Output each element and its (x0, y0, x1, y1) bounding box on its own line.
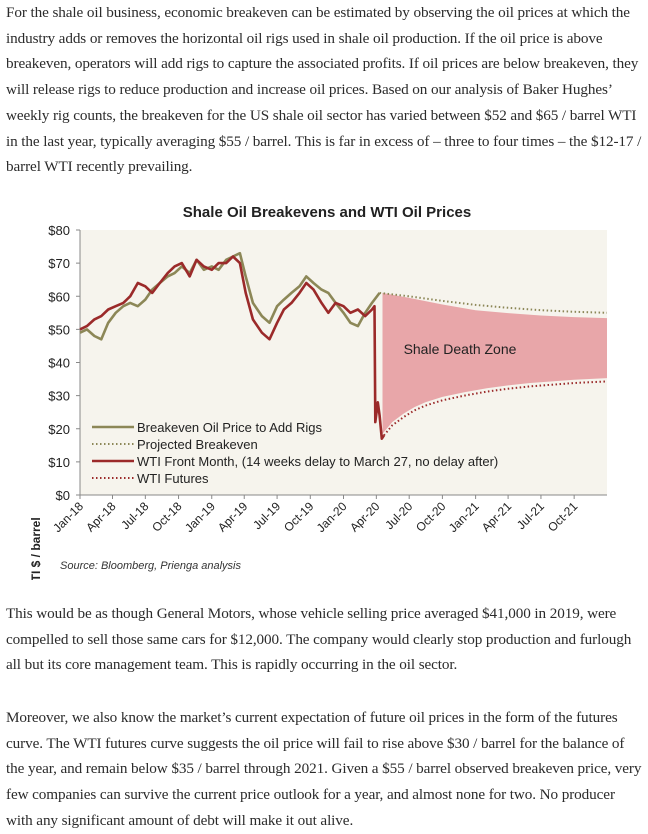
x-tick-label: Apr-18 (83, 499, 119, 535)
x-tick-label: Jul-20 (382, 499, 415, 532)
legend-label-3: WTI Front Month, (14 weeks delay to Marc… (137, 454, 498, 469)
x-tick-label: Jul-19 (250, 499, 283, 532)
y-tick-label: $20 (48, 422, 70, 437)
x-tick-label: Oct-21 (545, 499, 581, 535)
x-tick-label: Jan-21 (446, 499, 482, 535)
chart-title: Shale Oil Breakevens and WTI Oil Prices (183, 204, 471, 221)
y-tick-label: $50 (48, 322, 70, 337)
x-tick-label: Apr-20 (347, 499, 383, 535)
series-line-4 (383, 380, 608, 437)
y-tick-label: $70 (48, 256, 70, 271)
y-tick-label: $60 (48, 289, 70, 304)
body-paragraph-3: Moreover, we also know the market’s curr… (6, 709, 642, 829)
legend-label-2: Projected Breakeven (137, 437, 258, 452)
chart-legend: Breakeven Oil Price to Add Rigs Projected… (92, 420, 498, 486)
body-paragraph-1: For the shale oil business, economic bre… (6, 4, 642, 176)
zone-annotation: Shale Death Zone (404, 341, 517, 357)
y-tick-label: $0 (56, 488, 70, 503)
y-tick-label: $40 (48, 356, 70, 371)
y-axis: $0 $10 $20 $30 $40 $50 $60 $70 $80 (48, 223, 81, 503)
y-tick-label: $80 (48, 223, 70, 238)
series-line-3 (79, 255, 385, 440)
x-tick-label: Jan-18 (50, 499, 86, 535)
x-tick-label: Apr-19 (215, 499, 251, 535)
y-tick-label: $30 (48, 389, 70, 404)
x-tick-label: Jan-20 (314, 499, 350, 535)
breakeven-chart: $0 $10 $20 $30 $40 $50 $60 $70 $80 Jan-18 Apr-18 J… (0, 195, 648, 580)
body-paragraph-2: This would be as though General Motors, … (6, 605, 632, 674)
x-tick-label: Oct-19 (281, 499, 317, 535)
chart-source: Source: Bloomberg, Prienga analysis (60, 560, 241, 572)
legend-label-4: WTI Futures (137, 471, 209, 486)
y-axis-label: WTI $ / barrel (29, 517, 43, 580)
y-tick-label: $10 (48, 455, 70, 470)
x-tick-label: Apr-21 (479, 499, 515, 535)
x-tick-label: Jul-21 (514, 499, 547, 532)
x-tick-label: Jan-19 (182, 499, 218, 535)
x-tick-label: Oct-18 (149, 499, 185, 535)
x-tick-label: Jul-18 (118, 499, 151, 532)
series-line-2 (379, 291, 608, 314)
legend-label-1: Breakeven Oil Price to Add Rigs (137, 420, 322, 435)
series-lines (79, 251, 608, 440)
shale-death-zone-area (382, 292, 607, 434)
x-tick-label: Oct-20 (413, 499, 449, 535)
